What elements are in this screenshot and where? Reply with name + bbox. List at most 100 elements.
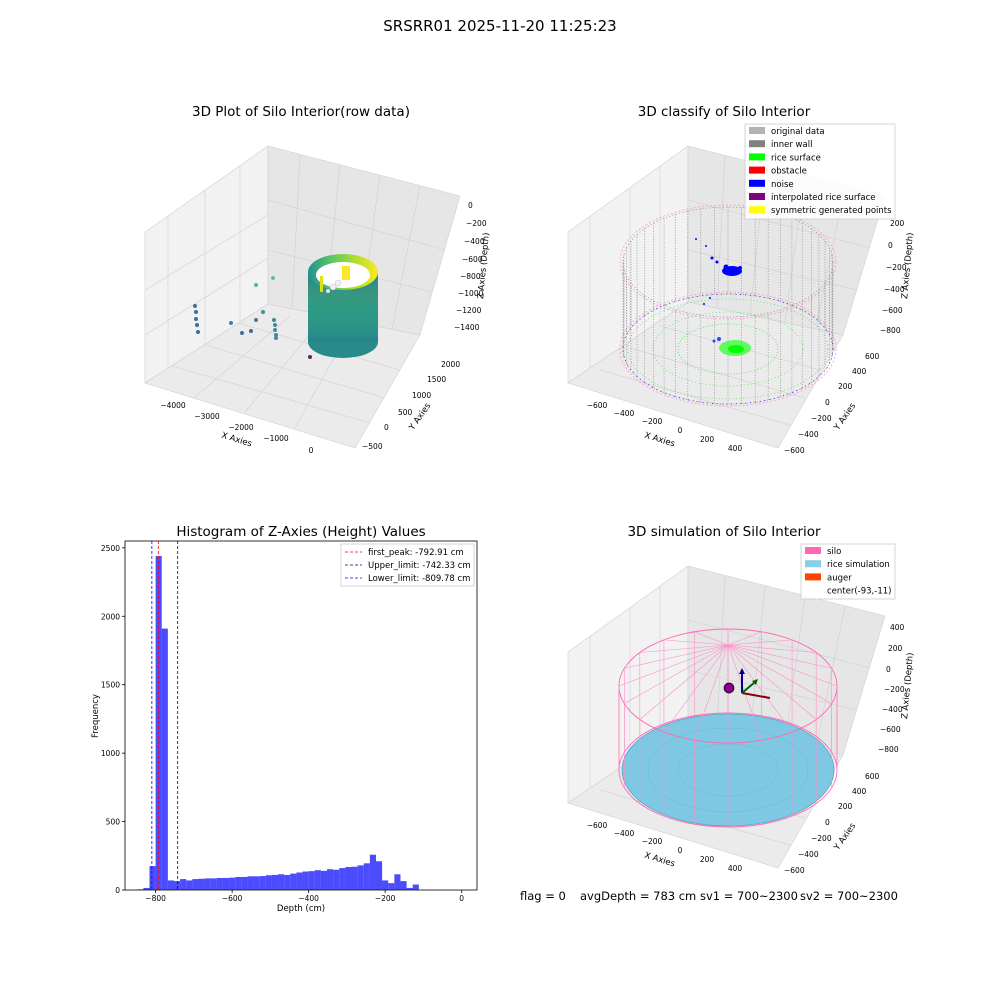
histogram-legend-label: first_peak: -792.91 cm bbox=[368, 548, 464, 558]
p1-ztick: −400 bbox=[464, 237, 485, 246]
p1-ztick: 0 bbox=[468, 201, 473, 210]
histogram-bar bbox=[296, 872, 303, 890]
p2-legend-label: rice surface bbox=[771, 153, 821, 163]
histogram-bar bbox=[204, 878, 211, 890]
p1-ztick: −1200 bbox=[456, 306, 482, 315]
panel4-auger bbox=[723, 668, 771, 699]
silo-roof-spoke bbox=[694, 631, 729, 646]
panel2-x-ticks: −600 −400 −200 0 200 400 bbox=[587, 401, 743, 453]
panel1-silo-cloud bbox=[308, 254, 378, 358]
histogram-bar bbox=[192, 879, 199, 890]
histogram-bar bbox=[229, 877, 236, 890]
histogram-bar bbox=[210, 878, 217, 890]
p4-xtick: 0 bbox=[678, 846, 683, 855]
silo-roof-spoke bbox=[727, 644, 832, 669]
histogram-bar bbox=[149, 866, 156, 890]
histogram-bar bbox=[339, 868, 346, 890]
p4-ytick: 400 bbox=[852, 787, 867, 796]
p4-ztick: −200 bbox=[884, 685, 905, 694]
p4-legend-label: silo bbox=[827, 547, 841, 557]
histogram-legend: first_peak: -792.91 cm Upper_limit: -742.… bbox=[340, 543, 475, 587]
histogram-x-ticks: −800 −600 −400 −200 0 bbox=[145, 890, 464, 903]
p4-legend-label: center(-93,-11) bbox=[827, 587, 891, 597]
p4-xtick: 400 bbox=[728, 864, 743, 873]
p4-ztick: 200 bbox=[888, 644, 903, 653]
p4-ytick: 0 bbox=[825, 818, 830, 827]
histogram-bar bbox=[241, 876, 248, 890]
p4-legend-label: rice simulation bbox=[827, 560, 890, 570]
p2-legend-label: obstacle bbox=[771, 167, 807, 177]
panel4-title: 3D simulation of Silo Interior bbox=[627, 524, 821, 540]
silo-roof-spoke bbox=[727, 644, 793, 733]
panel-simulation-3d: 3D simulation of Silo Interior bbox=[567, 524, 916, 875]
histogram-bar bbox=[363, 863, 370, 890]
p2-legend-swatch bbox=[749, 127, 765, 134]
panel4-x-ticks: −600 −400 −200 0 200 400 bbox=[587, 821, 743, 873]
panel4-zlabel: Z Axies (Depth) bbox=[900, 652, 916, 719]
histogram-y-tick-label: 2000 bbox=[101, 612, 120, 621]
histogram-bar bbox=[400, 881, 407, 890]
panel1-axes-box bbox=[144, 145, 461, 449]
p4-ztick: 400 bbox=[890, 623, 905, 632]
histogram-bar bbox=[382, 880, 389, 890]
footer-avg-depth: avgDepth = 783 cm bbox=[580, 889, 696, 903]
p2-xtick: 400 bbox=[728, 444, 743, 453]
panel4-z-ticks: 400 200 0 −200 −400 −600 −800 bbox=[878, 623, 905, 754]
p4-ztick: 0 bbox=[886, 665, 891, 674]
silo-roof-spoke bbox=[727, 644, 832, 704]
p2-xtick: −200 bbox=[642, 417, 663, 426]
panel4-legend: silo rice simulation auger center(-93,-11) bbox=[800, 543, 896, 600]
p1-ytick: 0 bbox=[384, 423, 389, 432]
panel2-xlabel: X Axies bbox=[643, 431, 676, 450]
p2-ztick: 200 bbox=[890, 219, 905, 228]
p4-ytick: −600 bbox=[784, 866, 805, 875]
figure-suptitle: SRSRR01 2025-11-20 11:25:23 bbox=[383, 17, 616, 35]
silo-roof-spoke bbox=[694, 644, 729, 741]
p4-ytick: −400 bbox=[798, 850, 819, 859]
p2-ytick: −600 bbox=[784, 446, 805, 455]
p2-legend-label: interpolated rice surface bbox=[771, 193, 876, 203]
p1-ztick: −200 bbox=[466, 219, 487, 228]
histogram-plot-area bbox=[124, 540, 478, 891]
p4-xtick: −600 bbox=[587, 821, 608, 830]
histogram-bar bbox=[198, 878, 205, 890]
histogram-bar bbox=[167, 880, 174, 890]
histogram-bar bbox=[327, 869, 334, 890]
histogram-x-tick-label: 0 bbox=[459, 894, 464, 903]
p1-ytick: 1500 bbox=[427, 375, 446, 384]
p1-xtick: −1000 bbox=[263, 434, 289, 443]
panel2-title: 3D classify of Silo Interior bbox=[638, 104, 811, 120]
histogram-bar bbox=[265, 875, 272, 890]
histogram-bar bbox=[235, 876, 242, 890]
histogram-y-tick-label: 0 bbox=[115, 886, 120, 895]
panel1-points bbox=[193, 276, 312, 359]
panel2-zlabel: Z Axies (Depth) bbox=[900, 232, 916, 299]
silo-roof-spoke bbox=[727, 644, 838, 687]
panel4-ylabel: Y Axies bbox=[832, 821, 859, 853]
silo-roof-spoke bbox=[618, 644, 729, 687]
histogram-bar bbox=[406, 887, 413, 890]
panel1-title: 3D Plot of Silo Interior(row data) bbox=[192, 104, 410, 120]
histogram-bar bbox=[333, 869, 340, 890]
p2-xtick: −600 bbox=[587, 401, 608, 410]
p4-xtick: −200 bbox=[642, 837, 663, 846]
histogram-bar bbox=[173, 881, 181, 890]
histogram-bar bbox=[161, 628, 168, 890]
p4-legend-label: auger bbox=[827, 573, 852, 583]
p1-xtick: −4000 bbox=[160, 401, 186, 410]
histogram-legend-label: Upper_limit: -742.33 cm bbox=[368, 561, 471, 571]
panel1-z-ticks: 0 −200 −400 −600 −800 −1000 −1200 −1400 bbox=[454, 201, 487, 332]
histogram-x-tick-label: −600 bbox=[222, 894, 243, 903]
p1-ytick: 1000 bbox=[412, 391, 431, 400]
histogram-bar bbox=[290, 873, 297, 890]
p2-legend-swatch bbox=[749, 193, 765, 200]
p2-legend-label: noise bbox=[771, 180, 794, 190]
histogram-bar bbox=[388, 883, 395, 890]
histogram-bar bbox=[137, 889, 144, 890]
p1-xtick: −2000 bbox=[228, 423, 254, 432]
p2-ytick: −200 bbox=[811, 414, 832, 423]
silo-roof-spoke bbox=[663, 644, 729, 733]
histogram-bar bbox=[357, 865, 364, 890]
histogram-xlabel: Depth (cm) bbox=[277, 904, 325, 914]
